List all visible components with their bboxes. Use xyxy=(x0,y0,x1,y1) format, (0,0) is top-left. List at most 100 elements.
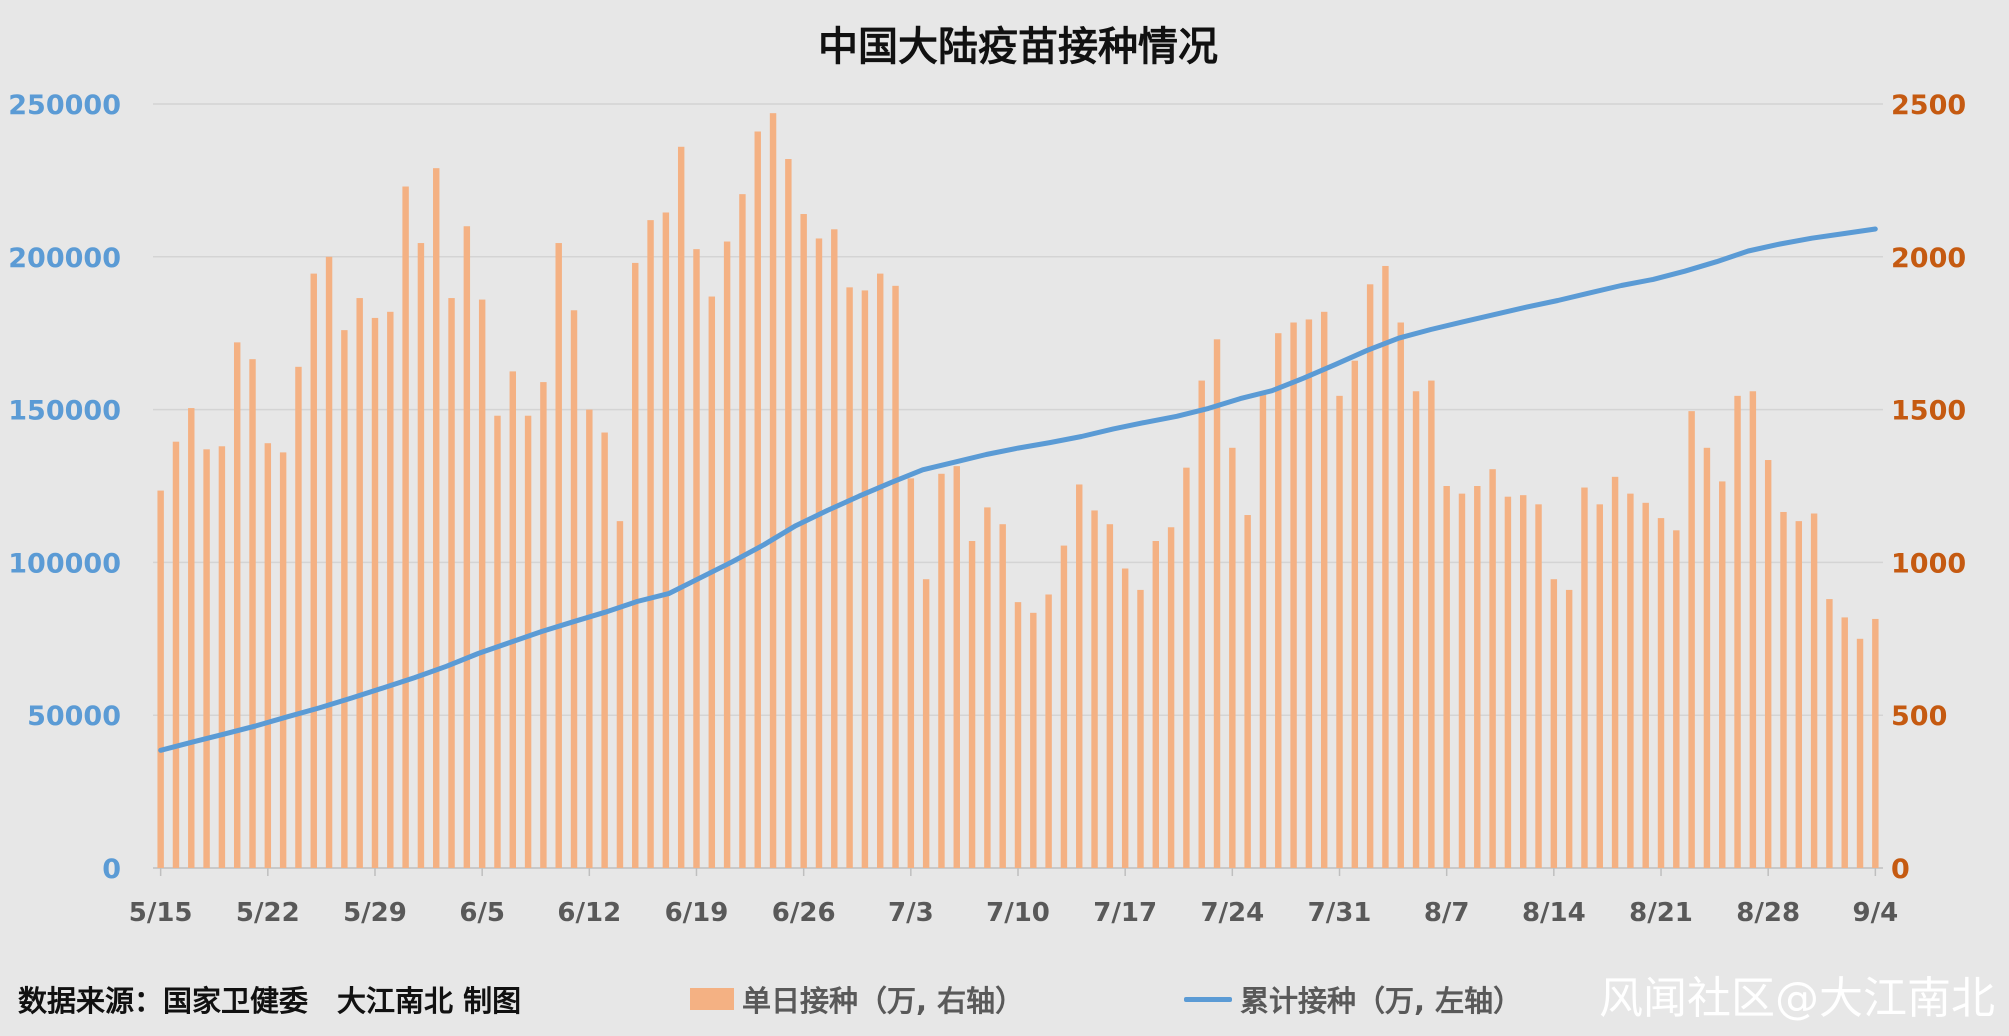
bar xyxy=(494,415,501,868)
bar xyxy=(861,290,869,868)
bar xyxy=(172,441,180,868)
legend-label-cumulative: 累计接种（万, 左轴） xyxy=(1240,984,1523,1018)
bar xyxy=(295,366,302,868)
bar xyxy=(846,287,853,868)
bar xyxy=(907,478,915,868)
bar xyxy=(1305,319,1313,868)
right-tick-label: 500 xyxy=(1891,701,1947,732)
bar xyxy=(448,298,455,868)
x-tick-label: 7/17 xyxy=(1093,898,1157,928)
bar xyxy=(1106,524,1114,868)
bar xyxy=(647,220,654,869)
x-tick-label: 6/26 xyxy=(772,898,836,928)
legend-label-daily: 单日接种（万, 右轴） xyxy=(742,984,1025,1018)
bar xyxy=(616,521,624,868)
bar xyxy=(1657,518,1665,868)
bar xyxy=(1826,599,1833,868)
bar xyxy=(218,446,226,868)
chart-title: 中国大陆疫苗接种情况 xyxy=(818,24,1218,70)
right-tick-label: 2500 xyxy=(1891,90,1966,121)
bar xyxy=(586,409,593,868)
bar xyxy=(264,443,272,868)
bar xyxy=(387,311,394,869)
x-tick-label: 5/22 xyxy=(236,898,300,928)
left-tick-label: 250000 xyxy=(8,90,121,121)
bar xyxy=(1412,391,1420,868)
bar xyxy=(1290,322,1297,868)
bar xyxy=(203,449,210,868)
bar xyxy=(1198,380,1205,868)
legend-swatch-bar xyxy=(690,988,734,1010)
left-tick-label: 100000 xyxy=(8,548,121,579)
bar xyxy=(310,273,317,868)
bar xyxy=(1458,493,1466,868)
bar xyxy=(402,186,409,869)
bar xyxy=(1581,487,1588,868)
left-y-axis: 0 50000 100000 150000 200000 250000 xyxy=(8,90,121,885)
bar xyxy=(677,146,685,868)
left-tick-label: 150000 xyxy=(8,396,121,427)
bar xyxy=(1366,284,1374,869)
bar xyxy=(1504,496,1512,868)
x-axis: 5/15 5/22 5/29 6/5 6/12 6/19 6/26 7/3 7/10 7/17 7/… xyxy=(129,868,1898,928)
bar xyxy=(325,256,333,868)
bar xyxy=(1259,391,1267,868)
watermark: 风闻社区@大江南北 xyxy=(1599,973,1995,1024)
x-tick-label: 7/10 xyxy=(986,898,1050,928)
bar xyxy=(433,168,440,868)
bar xyxy=(1014,602,1022,868)
bar xyxy=(524,415,532,868)
x-tick-label: 6/19 xyxy=(665,898,729,928)
bar xyxy=(1091,510,1098,868)
bar xyxy=(570,310,578,868)
bar xyxy=(1183,467,1190,868)
bar xyxy=(1397,322,1404,868)
bar xyxy=(662,212,670,868)
bar xyxy=(1320,311,1328,869)
bar xyxy=(1060,545,1068,868)
bar xyxy=(1030,612,1037,868)
bar xyxy=(1076,484,1083,868)
bar xyxy=(1749,391,1757,868)
right-tick-label: 0 xyxy=(1891,854,1910,885)
bar xyxy=(1275,333,1282,868)
bar xyxy=(279,452,287,868)
bar xyxy=(1780,511,1787,868)
bar xyxy=(876,273,884,868)
bar xyxy=(1137,589,1144,868)
bar xyxy=(1351,360,1359,868)
data-source-caption: 数据来源：国家卫健委 大江南北 制图 xyxy=(18,984,522,1018)
bar xyxy=(1443,486,1450,868)
x-tick-label: 7/31 xyxy=(1308,898,1372,928)
right-y-axis: 0 500 1000 1500 2000 2500 xyxy=(1891,90,1966,885)
bar xyxy=(769,113,777,869)
bar xyxy=(1642,502,1649,868)
bar xyxy=(754,131,761,868)
bar xyxy=(1336,395,1343,868)
bar xyxy=(1428,380,1435,868)
gridlines xyxy=(153,103,1883,869)
bar xyxy=(815,238,823,869)
bar xyxy=(632,262,639,868)
bar xyxy=(800,214,807,869)
bar xyxy=(1565,589,1573,868)
left-tick-label: 0 xyxy=(102,854,121,885)
bar xyxy=(723,241,731,868)
bar xyxy=(1673,530,1680,868)
bar xyxy=(601,432,608,868)
bar xyxy=(1152,541,1160,868)
x-tick-label: 5/15 xyxy=(129,898,193,928)
legend-swatch-line xyxy=(1184,996,1232,1002)
bar xyxy=(1045,594,1052,868)
bar xyxy=(984,507,991,868)
bar xyxy=(417,243,425,869)
bar xyxy=(831,229,838,868)
bar xyxy=(463,226,471,869)
bar xyxy=(1520,495,1527,868)
left-tick-label: 200000 xyxy=(8,243,121,274)
bar xyxy=(1734,395,1741,868)
bar xyxy=(693,249,700,868)
bar xyxy=(1213,339,1221,868)
bar xyxy=(953,466,960,868)
